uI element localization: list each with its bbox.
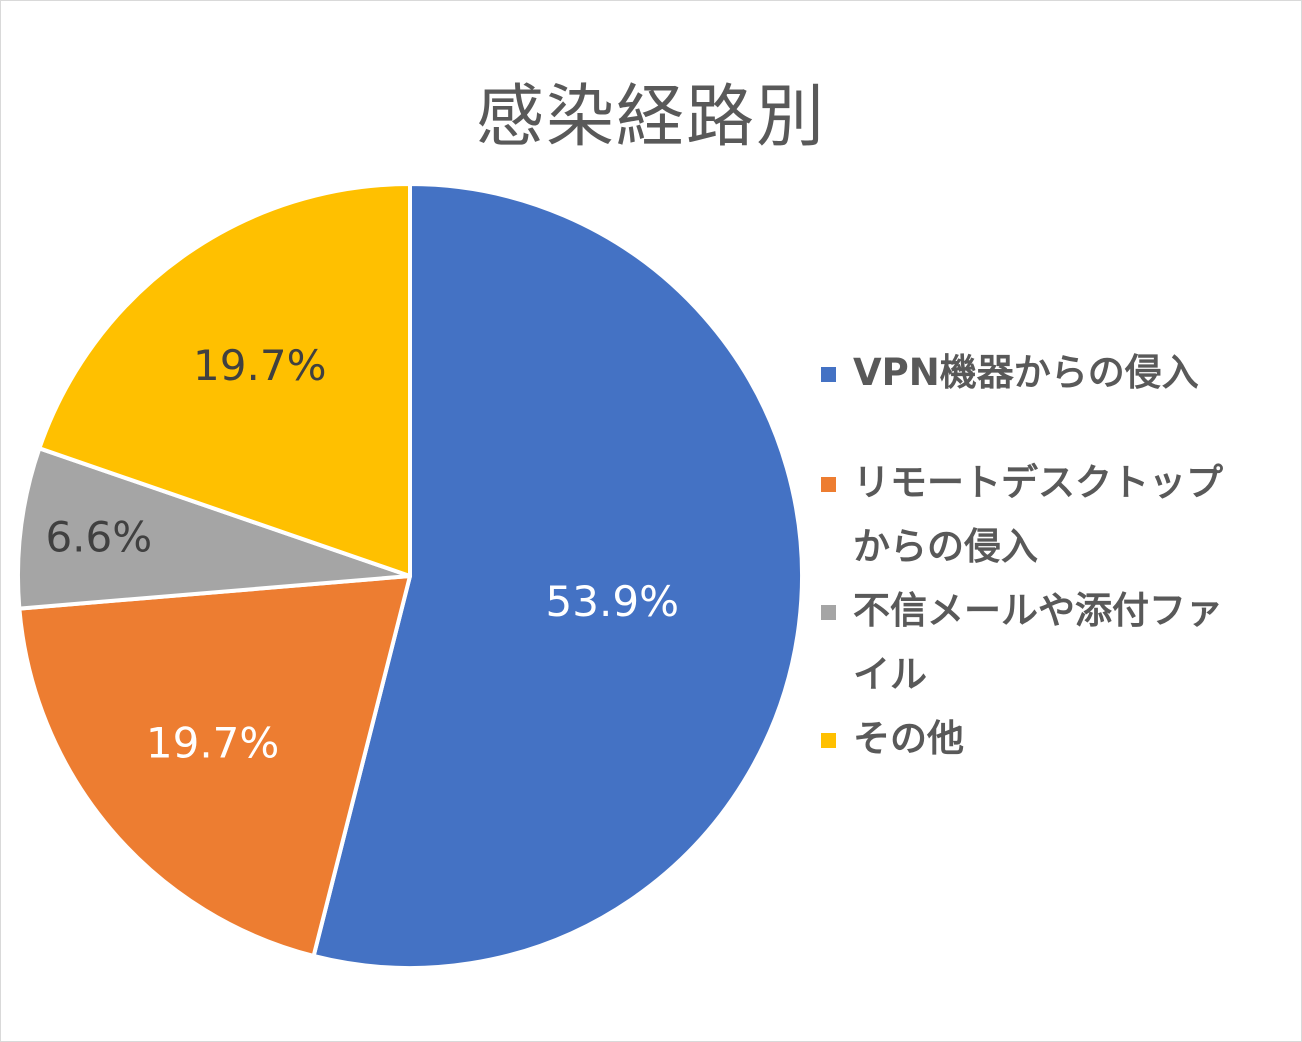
- pie-data-labels: 53.9% 19.7% 6.6% 19.7%: [45, 341, 679, 768]
- pie-slice-vpn: [311, 182, 804, 970]
- legend-label-other-line1: その他: [853, 717, 964, 760]
- legend-swatch-vpn: [821, 367, 836, 382]
- legend-label-suspicious-mail-line1: 不信メールや添付ファ: [853, 589, 1223, 632]
- legend-label-suspicious-mail-line2: イル: [853, 653, 927, 696]
- legend-swatch-other: [821, 733, 836, 748]
- legend-item-suspicious-mail: 不信メールや添付ファ イル: [821, 579, 1281, 707]
- legend-label-vpn-line1: VPN機器からの侵入: [853, 351, 1199, 394]
- legend-label-remote-desktop-line2: からの侵入: [853, 525, 1038, 568]
- legend-item-remote-desktop: リモートデスクトップ からの侵入: [821, 451, 1281, 579]
- chart-title: 感染経路別: [475, 78, 826, 157]
- data-label-other: 19.7%: [193, 341, 326, 390]
- data-label-vpn: 53.9%: [546, 577, 679, 626]
- legend-swatch-suspicious-mail: [821, 605, 836, 620]
- pie-slice-remote-desktop: [17, 574, 412, 958]
- pie-slices: [16, 182, 804, 970]
- legend-swatch-remote-desktop: [821, 477, 836, 492]
- legend-item-other: その他: [821, 707, 1281, 771]
- data-label-suspicious-mail: 6.6%: [45, 513, 152, 562]
- data-label-remote-desktop: 19.7%: [146, 719, 279, 768]
- chart-legend: VPN機器からの侵入 リモートデスクトップ からの侵入 不信メールや添付ファ イ…: [821, 341, 1281, 771]
- pie-slice-suspicious-mail: [16, 446, 412, 611]
- legend-item-vpn: VPN機器からの侵入: [821, 341, 1281, 405]
- pie-slice-other: [37, 182, 412, 578]
- legend-label-remote-desktop-line1: リモートデスクトップ: [853, 461, 1223, 504]
